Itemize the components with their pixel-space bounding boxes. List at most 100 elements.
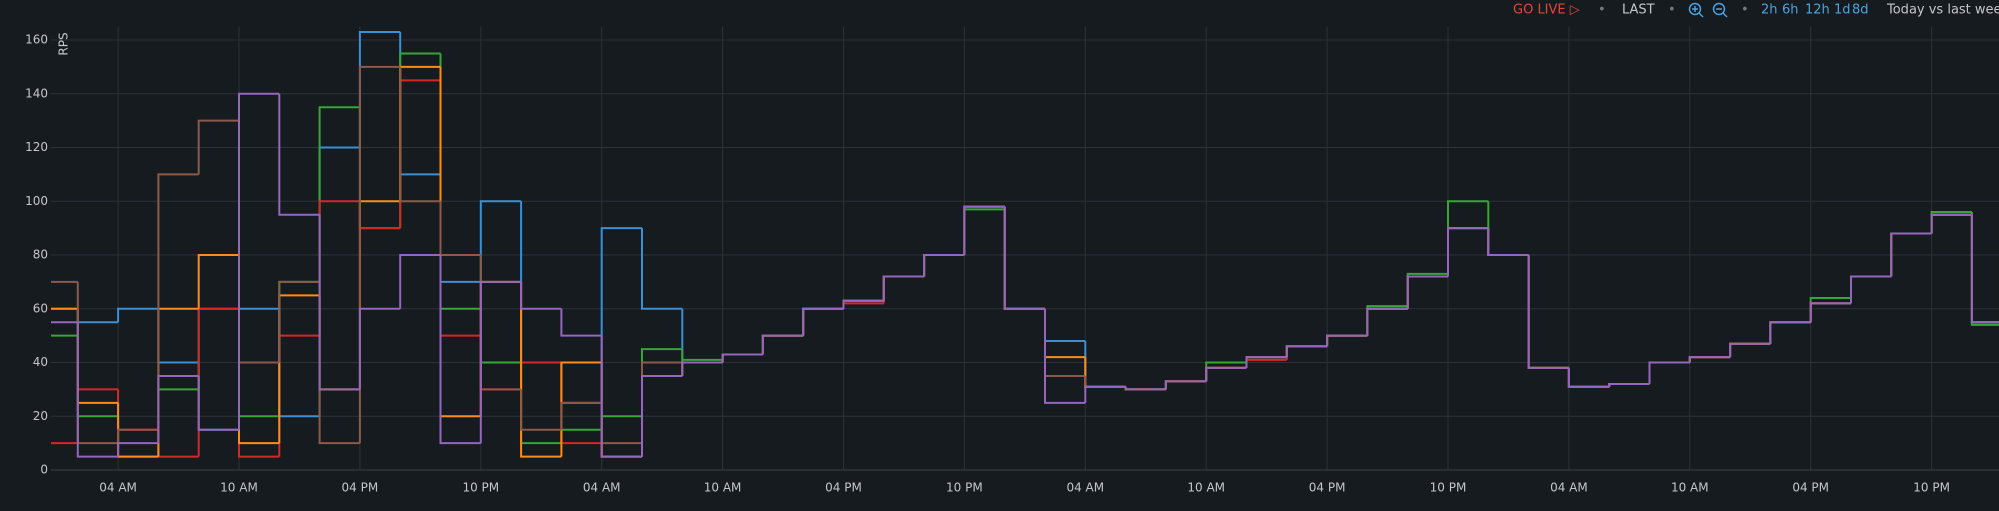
step-segment <box>1366 305 1408 336</box>
y-axis-label: RPS <box>57 32 71 55</box>
range-button[interactable]: 12h <box>1805 3 1830 18</box>
x-tick-label: 04 PM <box>1792 481 1829 495</box>
step-segment <box>1205 366 1247 382</box>
step-segment <box>1729 342 1771 358</box>
zoom-out-button[interactable] <box>1712 2 1728 18</box>
step-segment <box>1326 334 1368 347</box>
step-segment <box>802 307 844 336</box>
step-segment <box>1527 255 1569 369</box>
step-segment <box>1366 307 1408 336</box>
x-tick-label: 04 AM <box>583 481 621 495</box>
range-button[interactable]: 8d <box>1852 3 1869 18</box>
step-segment <box>479 255 522 391</box>
step-segment <box>197 254 239 309</box>
y-tick-label: 80 <box>33 248 48 262</box>
step-segment <box>1850 275 1892 304</box>
step-segment <box>761 334 804 355</box>
step-segment <box>842 299 884 309</box>
step-segment <box>479 280 522 417</box>
step-segment <box>923 254 965 277</box>
step-segment <box>1567 367 1610 388</box>
step-segment <box>761 334 804 355</box>
step-segment <box>1326 334 1368 347</box>
step-segment <box>1447 227 1489 277</box>
step-segment <box>963 205 1005 255</box>
step-segment <box>1850 275 1892 304</box>
range-button[interactable]: 1d <box>1834 3 1851 18</box>
step-segment <box>358 30 401 148</box>
step-segment <box>802 307 844 336</box>
x-tick-label: 10 PM <box>462 481 499 495</box>
step-segment <box>1809 302 1851 323</box>
grid <box>51 26 1999 471</box>
step-segment <box>1164 380 1207 390</box>
step-segment <box>520 281 562 310</box>
step-segment <box>1769 321 1811 344</box>
step-segment <box>157 173 199 430</box>
x-tick-label: 10 AM <box>1187 481 1225 495</box>
range-button[interactable]: 2h <box>1761 3 1778 18</box>
step-segment <box>1487 228 1529 256</box>
step-segment <box>1930 213 1972 234</box>
step-segment <box>439 80 481 337</box>
step-segment <box>721 353 763 363</box>
step-segment <box>1850 275 1892 298</box>
last-button[interactable]: LAST <box>1622 3 1655 18</box>
step-segment <box>1084 375 1126 388</box>
series <box>51 92 1999 458</box>
step-segment <box>1164 380 1207 390</box>
step-segment <box>1729 342 1771 358</box>
step-segment <box>439 53 481 310</box>
step-segment <box>318 106 360 282</box>
step-segment <box>1285 345 1328 360</box>
step-segment <box>560 308 602 337</box>
compare-button[interactable]: Today vs last wee <box>1886 3 1999 18</box>
step-segment <box>802 307 844 336</box>
y-tick-label: 120 <box>25 140 48 154</box>
x-tick-label: 10 AM <box>1671 481 1709 495</box>
step-segment <box>1003 206 1045 310</box>
step-segment <box>641 348 683 417</box>
y-tick-label: 20 <box>33 409 48 423</box>
step-segment <box>842 299 884 309</box>
step-segment <box>278 334 320 457</box>
step-segment <box>479 280 522 444</box>
x-tick-label: 04 AM <box>1066 481 1104 495</box>
step-segment <box>721 353 763 363</box>
step-segment <box>1003 206 1045 310</box>
step-segment <box>761 334 804 355</box>
step-segment <box>1084 375 1126 388</box>
step-segment <box>641 361 683 444</box>
step-segment <box>1044 308 1086 359</box>
step-segment <box>278 294 320 444</box>
step-segment <box>1648 361 1690 384</box>
step-segment <box>358 107 401 230</box>
step-segment <box>1285 345 1328 358</box>
step-segment <box>1809 302 1851 323</box>
step-segment <box>1930 213 1972 234</box>
zoom-in-button[interactable] <box>1688 2 1704 18</box>
step-segment <box>1850 275 1892 304</box>
step-segment <box>1850 275 1892 304</box>
step-segment <box>1567 367 1610 388</box>
separator: • <box>1598 3 1606 18</box>
step-segment <box>278 93 320 216</box>
step-segment <box>1326 334 1368 347</box>
x-tick-label: 10 PM <box>1430 481 1467 495</box>
range-button[interactable]: 6h <box>1782 3 1799 18</box>
step-segment <box>520 281 562 458</box>
step-segment <box>842 302 884 309</box>
step-segment <box>761 334 804 355</box>
step-segment <box>439 66 481 418</box>
step-segment <box>1447 227 1489 277</box>
step-segment <box>600 227 642 403</box>
separator: • <box>1668 3 1676 18</box>
step-segment <box>842 299 884 309</box>
go-live-button[interactable]: GO LIVE ▷ <box>1513 3 1580 18</box>
step-segment <box>802 307 844 336</box>
step-segment <box>560 428 602 444</box>
step-segment <box>1164 380 1207 390</box>
step-segment <box>1729 342 1771 358</box>
step-segment <box>1044 308 1086 377</box>
